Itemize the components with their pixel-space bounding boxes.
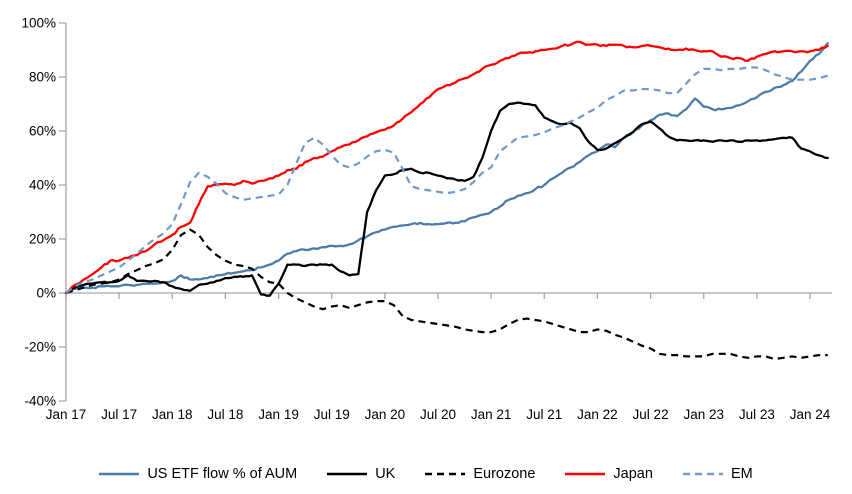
legend-swatch-japan [565,472,606,476]
x-tick-label: Jul 21 [526,407,562,422]
series-line-em [65,66,829,294]
legend-item-em: EM [682,466,753,482]
x-tick-label: Jul 20 [420,407,456,422]
x-tick-label: Jul 17 [101,407,137,422]
legend-swatch-eurozone [425,472,466,476]
legend-label: Japan [613,466,653,482]
y-tick-label: 60% [29,124,56,139]
series-line-eurozone [65,228,828,361]
series-line-japan [64,40,829,295]
legend-item-eurozone: Eurozone [425,466,535,482]
y-tick-label: 40% [29,178,56,193]
legend-item-us-etf-flow-of-aum: US ETF flow % of AUM [99,466,297,482]
y-tick-label: -40% [24,394,56,409]
x-tick-label: Jan 22 [577,407,618,422]
legend-swatch-em [682,472,723,476]
legend-label: EM [730,466,753,482]
series-line-uk [64,101,829,297]
x-tick-label: Jul 23 [739,407,775,422]
x-tick-label: Jan 21 [471,407,512,422]
series-line-us-etf-flow-of-aum [64,42,829,295]
y-tick-label: 100% [21,16,56,31]
legend-label: Eurozone [473,466,536,482]
y-tick-label: 0% [36,286,56,301]
legend-label: UK [375,466,396,482]
legend-item-japan: Japan [565,466,653,482]
x-tick-label: Jan 23 [683,407,724,422]
y-tick-label: 20% [29,232,56,247]
x-tick-label: Jul 18 [207,407,243,422]
legend-swatch-uk [327,472,368,476]
x-tick-label: Jan 24 [790,407,831,422]
legend-swatch-us-etf-flow-of-aum [99,472,140,476]
chart-legend: US ETF flow % of AUM UK Eurozone Japan EM [0,466,852,482]
y-tick-label: 80% [29,70,56,85]
x-tick-label: Jul 19 [314,407,350,422]
x-tick-label: Jan 17 [46,407,87,422]
y-tick-label: -20% [24,340,56,355]
x-tick-label: Jan 19 [258,407,299,422]
legend-item-uk: UK [327,466,395,482]
legend-label: US ETF flow % of AUM [147,466,298,482]
x-tick-label: Jan 20 [365,407,406,422]
x-tick-label: Jul 22 [633,407,669,422]
x-tick-label: Jan 18 [152,407,193,422]
